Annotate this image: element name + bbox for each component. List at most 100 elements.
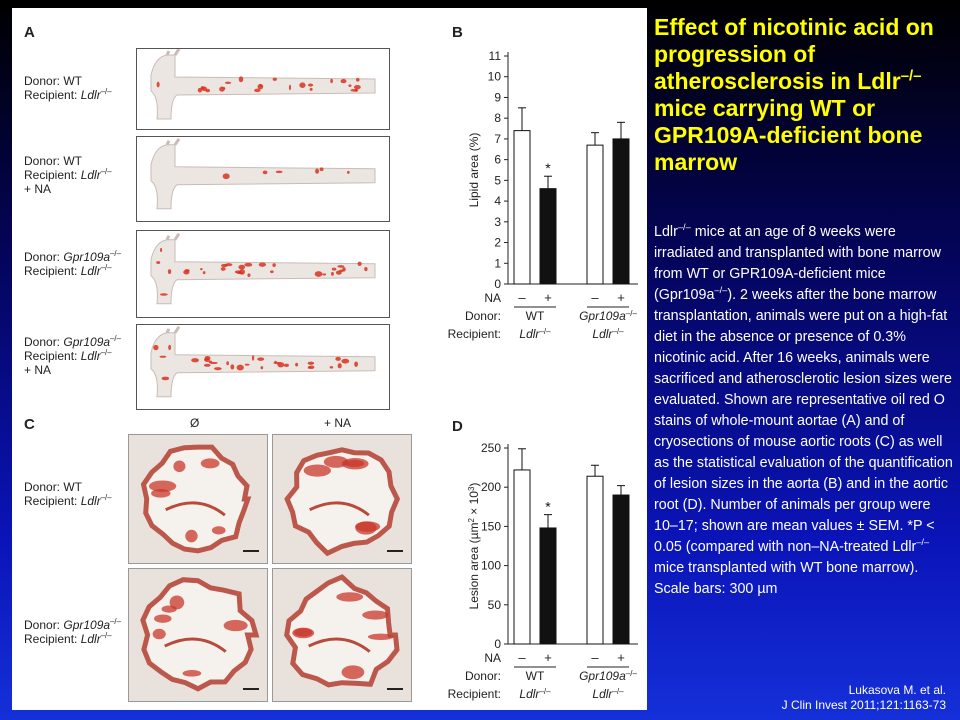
aortic-root-section: [284, 447, 401, 557]
bar: [612, 138, 630, 285]
y-tick-label: 10: [488, 70, 502, 84]
column-header-control: Ø: [190, 416, 200, 430]
y-tick-label: 0: [494, 637, 501, 651]
lesion-area-chart: 0 50 100 150 200 250 Lesion area (µm2 × 103) – *…: [430, 436, 645, 706]
y-tick-label: 9: [494, 90, 501, 104]
panel-a-row3-label: Donor: Gpr109a–/– Recipient: Ldlr–/–: [24, 250, 121, 278]
na-marker: –: [591, 290, 599, 305]
aortic-root-section: [140, 444, 252, 554]
group-recipient-label: Ldlr–/–: [592, 687, 624, 702]
recipient-label: Recipient: Ldlr–/–: [24, 493, 112, 508]
recipient-label: Recipient: Ldlr–/–: [24, 87, 112, 102]
bar: [586, 144, 604, 285]
aorta-shape: [150, 232, 376, 305]
citation-authors: Lukasova M. et al.: [848, 683, 946, 697]
y-tick-label: 7: [494, 132, 501, 146]
bar: [586, 475, 604, 645]
group-donor-label: Gpr109a–/–: [579, 309, 637, 324]
group-donor-label: WT: [526, 669, 545, 683]
slide-title: Effect of nicotinic acid on progression …: [654, 14, 934, 175]
y-axis-label: Lesion area (µm2 × 103): [467, 483, 482, 610]
na-label: + NA: [24, 182, 52, 196]
figure-panel: A Donor: WT Recipient: Ldlr–/– Donor: WT…: [12, 8, 647, 710]
na-row-label: NA: [484, 291, 501, 305]
na-marker: +: [617, 290, 625, 305]
bar: [513, 469, 531, 645]
aorta-image-gpr109a-na: [136, 324, 390, 410]
aorta-image-gpr109a: [136, 230, 390, 318]
group-recipient-label: Ldlr–/–: [592, 327, 624, 342]
recipient-label: Recipient: Ldlr–/–: [24, 631, 112, 646]
donor-label: Donor: Gpr109a–/–: [24, 334, 121, 349]
lesion-area-chart-svg: 0 50 100 150 200 250 Lesion area (µm2 × 103) – *…: [448, 441, 638, 702]
group-donor-label: WT: [526, 309, 545, 323]
aortic-root-image-gpr109a: [128, 568, 268, 702]
na-marker: +: [544, 290, 552, 305]
panel-c-row2-label: Donor: Gpr109a–/– Recipient: Ldlr–/–: [24, 618, 121, 646]
panel-a-row2-label: Donor: WT Recipient: Ldlr–/– + NA: [24, 154, 112, 196]
panel-c-row1-label: Donor: WT Recipient: Ldlr–/–: [24, 480, 112, 508]
aortic-root-image-wt: [128, 434, 268, 564]
y-tick-label: 8: [494, 111, 501, 125]
lipid-area-chart: 0 1 2 3 4 5 6 7 8 9 10 11 Lipid area (%) – * + – + NA Donor…: [430, 42, 645, 352]
bar: [539, 527, 557, 645]
donor-row-label: Donor:: [465, 309, 501, 323]
significance-marker: *: [545, 499, 551, 515]
bar: [513, 130, 531, 285]
group-donor-label: Gpr109a–/–: [579, 669, 637, 684]
donor-row-label: Donor:: [465, 669, 501, 683]
citation-journal: J Clin Invest 2011;121:1163-73: [781, 698, 946, 712]
y-tick-label: 5: [494, 173, 501, 187]
recipient-row-label: Recipient:: [448, 327, 501, 341]
panel-d-letter: D: [452, 418, 463, 435]
na-marker: –: [518, 290, 526, 305]
aorta-shape: [150, 137, 376, 210]
y-tick-label: 3: [494, 215, 501, 229]
panel-b-letter: B: [452, 24, 463, 41]
y-tick-label: 150: [481, 519, 501, 533]
panel-a-letter: A: [24, 24, 35, 41]
bar: [612, 494, 630, 645]
aortic-root-section: [284, 574, 400, 688]
donor-label: Donor: Gpr109a–/–: [24, 249, 121, 264]
aorta-image-wt: [136, 48, 390, 130]
y-tick-label: 2: [494, 236, 501, 250]
recipient-label: Recipient: Ldlr–/–: [24, 348, 112, 363]
na-marker: +: [617, 650, 625, 665]
donor-label: Donor: WT: [24, 74, 83, 88]
donor-label: Donor: Gpr109a–/–: [24, 617, 121, 632]
group-recipient-label: Ldlr–/–: [519, 687, 551, 702]
na-marker: +: [544, 650, 552, 665]
slide-description: Ldlr–/– mice at an age of 8 weeks were i…: [654, 222, 953, 597]
aortic-root-image-gpr109a-na: [272, 568, 412, 702]
y-tick-label: 6: [494, 153, 501, 167]
aorta-shape: [150, 49, 376, 120]
recipient-label: Recipient: Ldlr–/–: [24, 167, 112, 182]
recipient-label: Recipient: Ldlr–/–: [24, 263, 112, 278]
y-tick-label: 200: [481, 480, 501, 494]
aorta-image-wt-na: [136, 136, 390, 222]
aortic-root-section: [140, 577, 260, 692]
bar: [539, 188, 557, 285]
group-recipient-label: Ldlr–/–: [519, 327, 551, 342]
panel-c-letter: C: [24, 416, 35, 433]
na-marker: –: [518, 650, 526, 665]
panel-a-row4-label: Donor: Gpr109a–/– Recipient: Ldlr–/– + N…: [24, 335, 121, 377]
y-tick-label: 11: [489, 49, 502, 63]
column-header-na: + NA: [324, 416, 352, 430]
y-tick-label: 0: [494, 277, 501, 291]
donor-label: Donor: WT: [24, 480, 83, 494]
panel-a-row1-label: Donor: WT Recipient: Ldlr–/–: [24, 74, 112, 102]
na-marker: –: [591, 650, 599, 665]
recipient-row-label: Recipient:: [448, 687, 501, 701]
y-tick-label: 250: [481, 441, 501, 455]
donor-label: Donor: WT: [24, 154, 83, 168]
y-tick-label: 4: [494, 194, 501, 208]
y-axis-label: Lipid area (%): [467, 133, 481, 208]
aortic-root-image-wt-na: [272, 434, 412, 564]
y-tick-label: 50: [488, 598, 502, 612]
y-tick-label: 100: [481, 559, 501, 573]
na-row-label: NA: [484, 651, 501, 665]
citation: Lukasova M. et al. J Clin Invest 2011;12…: [782, 683, 946, 713]
lipid-area-chart-svg: 0 1 2 3 4 5 6 7 8 9 10 11 Lipid area (%) – * + – + NA Donor…: [448, 49, 638, 342]
